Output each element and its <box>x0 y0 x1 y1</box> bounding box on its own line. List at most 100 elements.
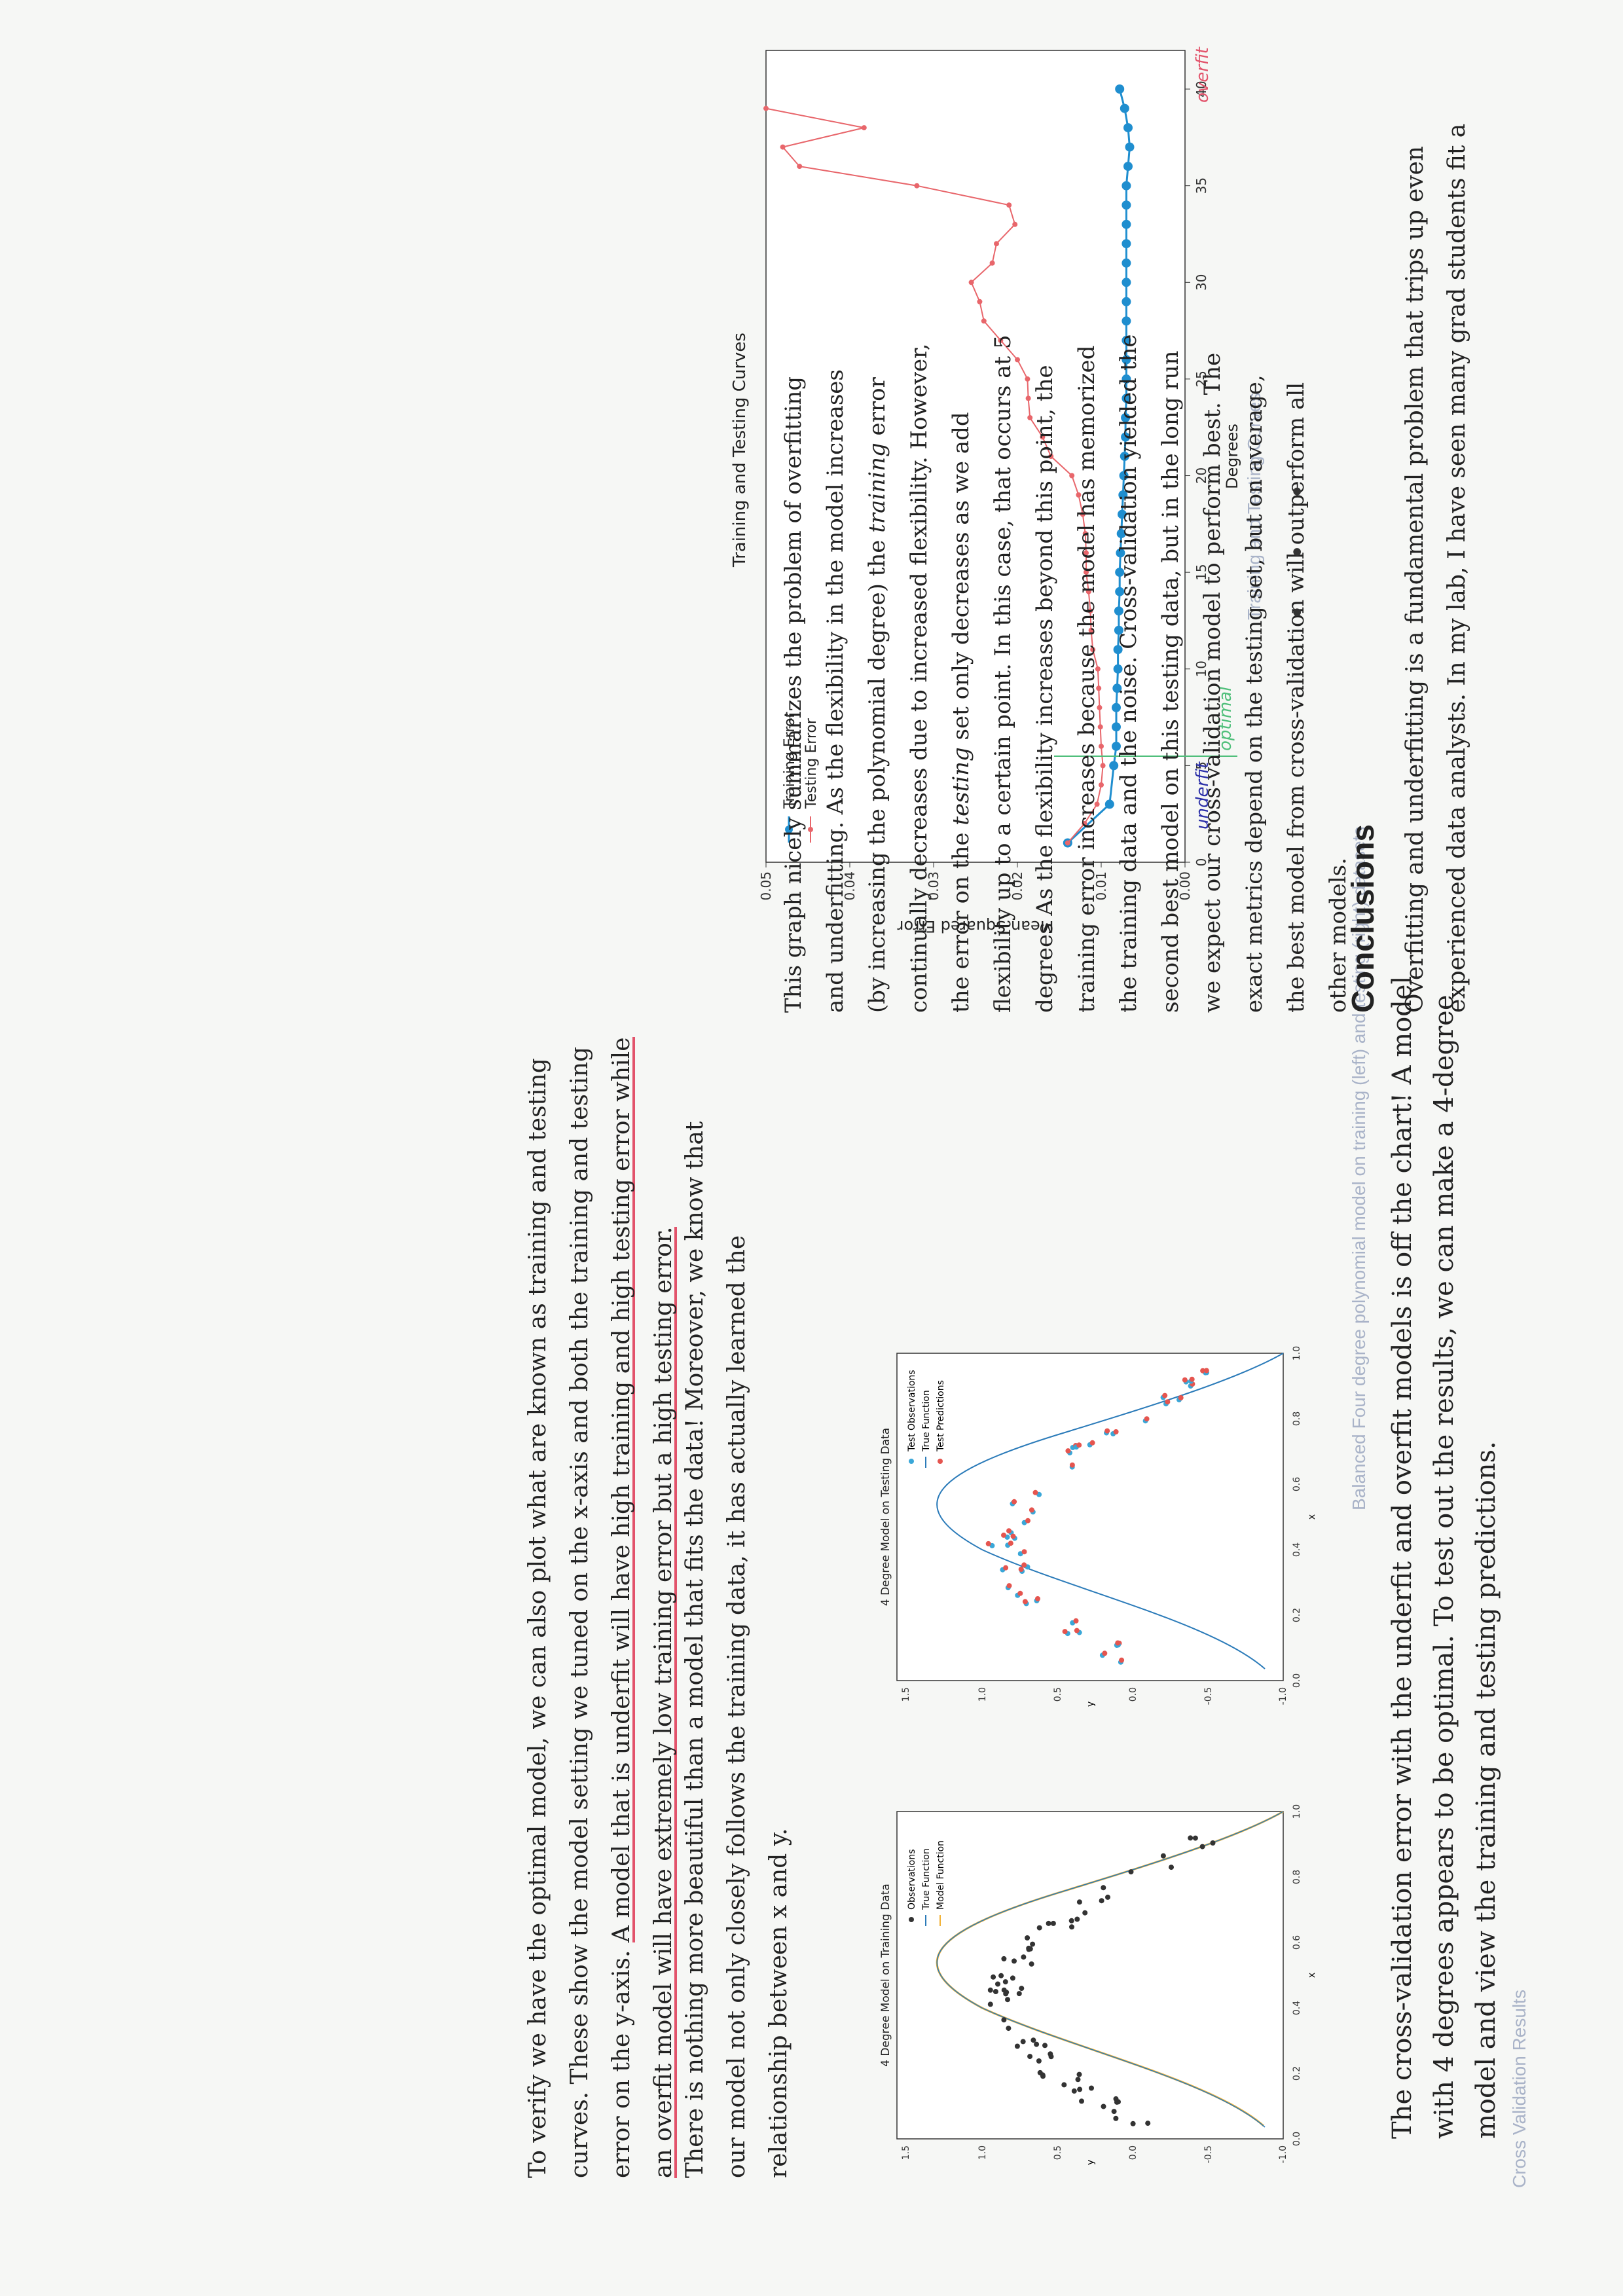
scatter-point <box>1089 2085 1094 2091</box>
scatter-point <box>1001 1956 1007 1961</box>
scatter-point <box>1010 1975 1015 1981</box>
testing-error-point <box>1012 221 1018 227</box>
prediction-point <box>1006 1528 1012 1534</box>
testing-error-point <box>1096 685 1102 691</box>
scatter-point <box>1192 1835 1198 1841</box>
curve-x-tick: 20 <box>1194 467 1209 484</box>
curve-series <box>763 84 1135 848</box>
curve-legend: Training Error Testing Error <box>782 712 820 843</box>
training-error-point <box>1122 278 1131 287</box>
training-error-point <box>1122 393 1131 403</box>
testing-error-point <box>763 105 769 111</box>
prediction-point <box>1115 1640 1121 1646</box>
svg-text:-0.5: -0.5 <box>1203 1687 1214 1705</box>
svg-text:1.5: 1.5 <box>901 1687 911 1702</box>
svg-text:1.0: 1.0 <box>1292 1346 1302 1360</box>
svg-text:0.6: 0.6 <box>1292 1477 1302 1491</box>
testing-error-point <box>1069 473 1075 479</box>
beautiful-paragraph: There is nothing more beautiful than a m… <box>674 1098 800 2178</box>
scatter-point <box>1046 1920 1051 1926</box>
svg-text:0.0: 0.0 <box>1292 2132 1302 2146</box>
training-panel: 4 Degree Model on Training Data Observat… <box>879 1804 1317 2165</box>
training-error-point <box>1122 181 1131 191</box>
curve-y-tick: 0.04 <box>842 871 858 901</box>
prediction-point <box>1001 1532 1006 1538</box>
testing-error-point <box>1084 550 1089 556</box>
testing-error-point <box>1099 782 1104 788</box>
training-error-point <box>1123 162 1133 172</box>
em-testing: testing <box>948 747 974 826</box>
scatter-point <box>1079 2098 1084 2104</box>
conclusions-paragraph: Overfitting and underfitting is a fundam… <box>1395 31 1478 1013</box>
testing-xlabel: x <box>1307 1514 1317 1520</box>
scatter-point <box>998 1973 1004 1978</box>
prediction-point <box>1102 1650 1108 1656</box>
scatter-point <box>1014 2043 1020 2049</box>
testing-error-point <box>1006 202 1012 208</box>
svg-text:0.4: 0.4 <box>1292 2001 1302 2015</box>
prediction-point <box>1017 1590 1023 1596</box>
training-error-point <box>1115 587 1125 596</box>
testing-error-point <box>998 337 1004 343</box>
verify-text: To verify we have the optimal model, we … <box>517 1019 685 2179</box>
prediction-point <box>1144 1416 1150 1422</box>
prediction-point <box>1012 1499 1017 1504</box>
training-observations <box>987 1835 1216 2126</box>
scatter-point <box>995 1981 1000 1987</box>
testing-error-point <box>1095 666 1101 672</box>
scatter-point <box>1160 1853 1166 1859</box>
scatter-point <box>1075 2077 1081 2083</box>
testing-error-point <box>1088 627 1094 633</box>
training-title: 4 Degree Model on Training Data <box>879 1884 892 2067</box>
training-error-point <box>1113 664 1123 674</box>
scatter-point <box>1113 2115 1119 2121</box>
scatter-point <box>1069 1924 1074 1930</box>
scatter-point <box>1027 2054 1033 2060</box>
prediction-point <box>1018 1567 1024 1572</box>
scatter-point <box>1019 1986 1025 1992</box>
svg-text:0.8: 0.8 <box>1292 1412 1302 1426</box>
scatter-point <box>1021 1954 1027 1960</box>
scatter-point <box>1050 1920 1056 1926</box>
training-error-point <box>1112 741 1121 751</box>
training-error-point <box>1122 374 1131 384</box>
curve-y-tick: 0.05 <box>758 871 774 901</box>
training-error-point <box>1125 142 1135 152</box>
scatter-point <box>1199 1844 1205 1850</box>
training-error-point <box>1122 297 1131 306</box>
curve-x-tick: 10 <box>1194 661 1209 677</box>
scatter-point <box>1076 2071 1082 2077</box>
prediction-point <box>985 1540 991 1546</box>
training-error-point <box>1123 123 1133 133</box>
svg-text:0.2: 0.2 <box>1292 1608 1302 1622</box>
scatter-point <box>1099 1898 1104 1904</box>
scatter-point <box>1169 1865 1174 1870</box>
legend-observations: Observations <box>907 1849 917 1910</box>
annotation-optimal: optimal <box>1216 686 1235 751</box>
svg-text:0.8: 0.8 <box>1292 1870 1302 1884</box>
testing-error-point <box>1100 763 1106 769</box>
prediction-point <box>1089 1440 1095 1446</box>
prediction-point <box>1065 1448 1071 1454</box>
prediction-point <box>1022 1599 1028 1605</box>
training-error-point <box>1118 490 1128 500</box>
prediction-point <box>1069 1462 1075 1468</box>
scatter-point <box>1105 1894 1110 1900</box>
training-ylabel: y <box>1085 2160 1096 2165</box>
testing-error-point <box>861 125 867 131</box>
scatter-point <box>1042 2043 1048 2049</box>
svg-text:1.5: 1.5 <box>901 2145 911 2160</box>
legend-test-observations: Test Observations <box>907 1370 917 1452</box>
prediction-point <box>1021 1549 1027 1555</box>
beautiful-text: There is nothing more beautiful than a m… <box>682 1121 792 2178</box>
svg-text:0.0: 0.0 <box>1128 1687 1139 1702</box>
scatter-point <box>1036 2058 1042 2064</box>
testing-panel: 4 Degree Model on Testing Data Test Obse… <box>879 1346 1317 1707</box>
svg-text:0.5: 0.5 <box>1053 1687 1063 1702</box>
svg-text:-1.0: -1.0 <box>1278 1687 1288 1705</box>
testing-x-ticks: 0.0 0.2 0.4 0.6 0.8 1.0 <box>1292 1346 1302 1688</box>
annotation-underfit: underfit <box>1193 761 1213 829</box>
training-error-point <box>1120 103 1129 113</box>
testing-error-point <box>780 144 786 150</box>
